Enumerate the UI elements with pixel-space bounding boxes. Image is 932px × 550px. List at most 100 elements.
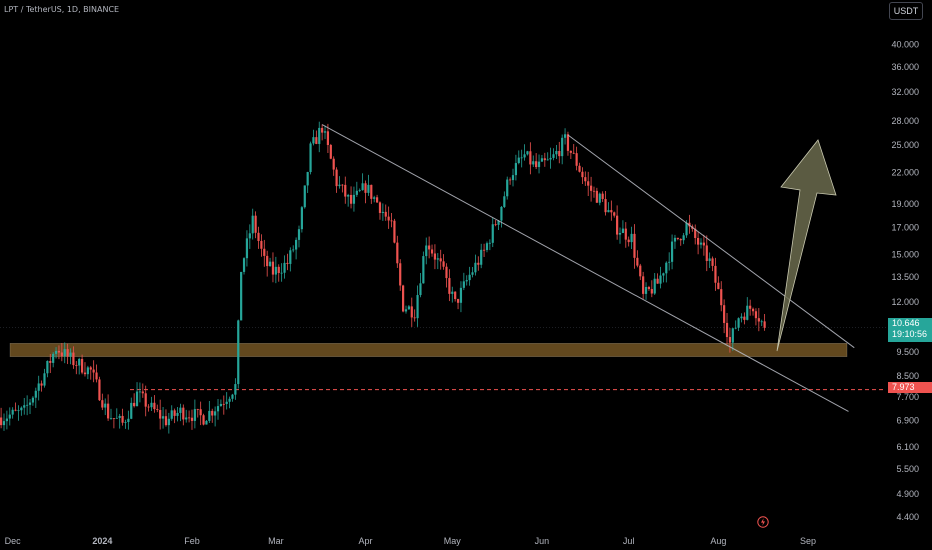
candle-body bbox=[176, 412, 179, 416]
lightning-icon[interactable] bbox=[757, 516, 769, 528]
candle-body bbox=[326, 131, 330, 145]
candle-body bbox=[630, 233, 633, 243]
candle-body bbox=[280, 272, 283, 274]
candle-body bbox=[34, 390, 37, 398]
candle-body bbox=[300, 207, 303, 230]
candle-body bbox=[297, 229, 301, 240]
candle-body bbox=[734, 327, 737, 329]
candle-body bbox=[485, 243, 489, 251]
candle-body bbox=[471, 272, 474, 275]
candle-body bbox=[462, 281, 465, 288]
candle-body bbox=[49, 360, 52, 363]
x-tick-label: Apr bbox=[359, 536, 373, 546]
candle-body bbox=[451, 291, 454, 294]
candle-body bbox=[474, 262, 477, 273]
candle-body bbox=[589, 185, 593, 191]
candle-body bbox=[509, 179, 512, 181]
candle-body bbox=[633, 233, 636, 258]
candle-body bbox=[37, 383, 40, 391]
candle-body bbox=[72, 352, 75, 366]
y-tick-label: 32.000 bbox=[891, 87, 919, 97]
candle-body bbox=[66, 349, 69, 357]
candle-body bbox=[624, 228, 627, 240]
candle-body bbox=[23, 405, 26, 408]
candle-body bbox=[127, 418, 130, 423]
candle-body bbox=[321, 127, 324, 133]
candle-body bbox=[749, 305, 752, 309]
trendline bbox=[321, 124, 849, 412]
candle-body bbox=[697, 237, 700, 245]
candle-body bbox=[699, 242, 703, 245]
candle-body bbox=[135, 391, 139, 407]
candle-body bbox=[685, 222, 688, 236]
candle-body bbox=[225, 401, 228, 404]
candle-body bbox=[332, 158, 335, 170]
x-tick-label: Jun bbox=[535, 536, 550, 546]
candle-body bbox=[445, 266, 448, 279]
candle-body bbox=[196, 409, 199, 410]
candle-body bbox=[14, 409, 17, 411]
candle-body bbox=[439, 258, 442, 262]
symbol-title: LPT / TetherUS, 1D, BINANCE bbox=[4, 5, 120, 14]
y-tick-label: 5.500 bbox=[896, 464, 919, 474]
candle-body bbox=[8, 414, 11, 419]
candle-body bbox=[581, 171, 584, 178]
support-zone-layer bbox=[9, 343, 886, 391]
candle-body bbox=[604, 199, 607, 213]
candle-body bbox=[367, 184, 370, 193]
candle-body bbox=[396, 242, 399, 264]
candle-body bbox=[422, 256, 425, 284]
candle-body bbox=[407, 306, 410, 310]
candle-body bbox=[494, 224, 497, 226]
candle-body bbox=[161, 416, 165, 419]
x-tick-label: Mar bbox=[268, 536, 284, 546]
candle-body bbox=[708, 258, 711, 261]
candle-body bbox=[101, 400, 104, 408]
candle-body bbox=[40, 383, 43, 386]
candle-body bbox=[46, 360, 49, 374]
y-tick-label: 25.000 bbox=[891, 140, 919, 150]
candle-body bbox=[676, 237, 679, 239]
candle-body bbox=[491, 224, 494, 243]
candle-body bbox=[358, 190, 361, 191]
candle-body bbox=[572, 152, 575, 154]
candle-body bbox=[375, 197, 379, 203]
candle-body bbox=[193, 409, 196, 421]
candle-body bbox=[488, 242, 491, 244]
candle-body bbox=[500, 206, 503, 221]
candle-body bbox=[277, 266, 280, 273]
candle-body bbox=[121, 415, 124, 423]
candle-body bbox=[763, 321, 766, 328]
x-tick-label: Dec bbox=[5, 536, 22, 546]
candle-body bbox=[497, 220, 500, 225]
candle-body bbox=[199, 409, 202, 416]
candle-body bbox=[347, 194, 350, 197]
candle-body bbox=[78, 358, 81, 366]
y-tick-label: 6.100 bbox=[896, 442, 919, 452]
candle-body bbox=[2, 421, 6, 426]
candle-body bbox=[390, 220, 393, 222]
currency-button[interactable]: USDT bbox=[889, 2, 923, 20]
candle-body bbox=[283, 262, 286, 273]
candle-body bbox=[393, 220, 396, 243]
candle-body bbox=[642, 276, 645, 294]
candle-body bbox=[563, 134, 567, 138]
candle-body bbox=[92, 369, 95, 373]
candle-body bbox=[746, 305, 749, 320]
candle-body bbox=[511, 175, 515, 181]
y-tick-label: 12.000 bbox=[891, 297, 919, 307]
y-tick-label: 13.500 bbox=[891, 272, 919, 282]
candle-body bbox=[535, 161, 538, 168]
candle-body bbox=[569, 150, 572, 153]
candle-body bbox=[662, 273, 665, 276]
candle-body bbox=[312, 137, 315, 144]
candle-body bbox=[245, 238, 249, 259]
candle-body bbox=[202, 415, 205, 425]
y-tick-label: 19.000 bbox=[891, 199, 919, 209]
candle-body bbox=[167, 418, 170, 426]
candle-body bbox=[514, 163, 517, 176]
candle-body bbox=[185, 417, 188, 420]
candle-body bbox=[156, 409, 159, 410]
candle-body bbox=[532, 161, 535, 165]
